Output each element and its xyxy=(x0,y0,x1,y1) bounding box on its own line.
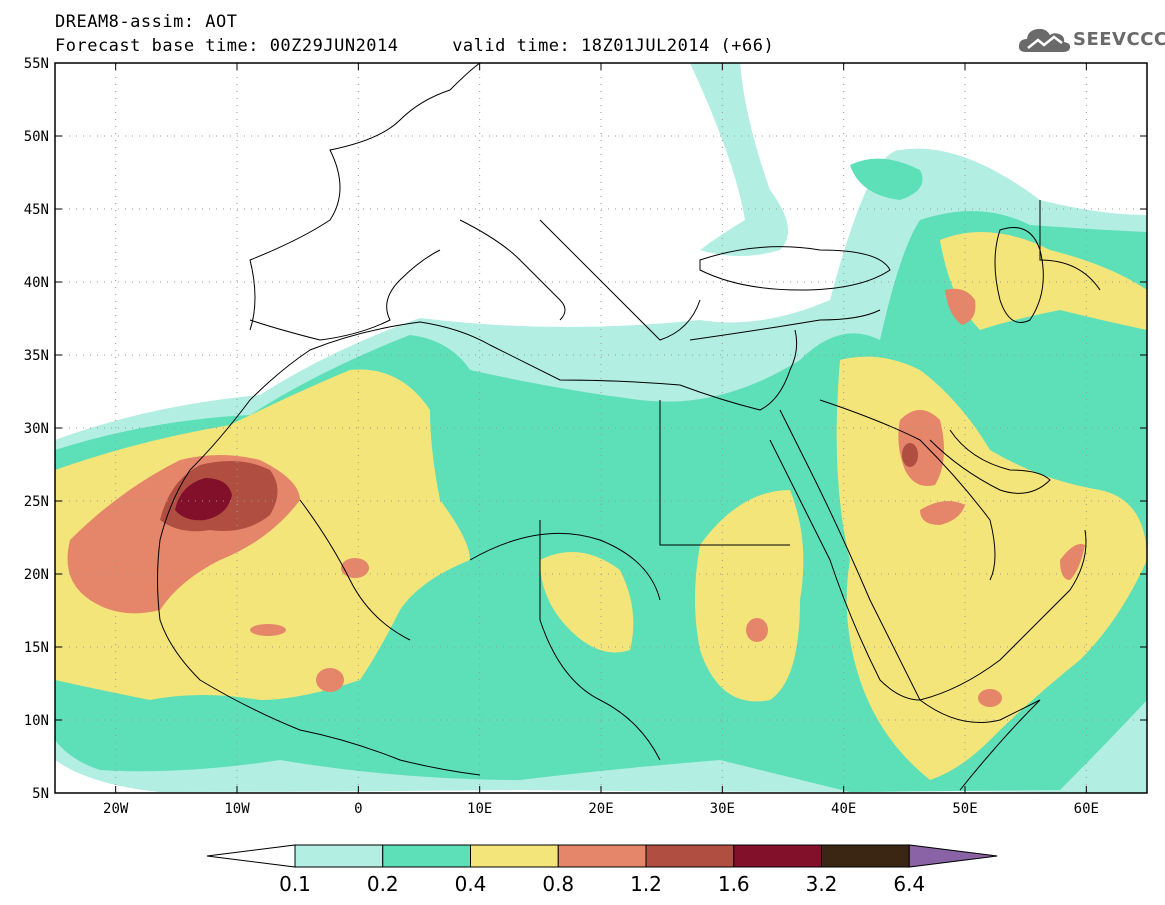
colorbar xyxy=(206,844,998,868)
lat-tick-label: 35N xyxy=(24,348,49,364)
lon-tick-label: 10E xyxy=(467,801,492,817)
lat-tick-label: 25N xyxy=(24,494,49,510)
colorbar-segment xyxy=(382,844,471,868)
colorbar-arrow-high xyxy=(908,844,998,868)
lat-tick-label: 15N xyxy=(24,640,49,656)
colorbar-level-label: 0.4 xyxy=(455,872,487,896)
colorbar-level-label: 6.4 xyxy=(893,872,925,896)
seevccc-logo: SEEVCCC xyxy=(1018,24,1165,56)
lat-tick-label: 55N xyxy=(24,56,49,72)
lon-tick-label: 50E xyxy=(952,801,977,817)
colorbar-segment xyxy=(645,844,735,868)
lon-tick-label: 30E xyxy=(710,801,735,817)
lon-tick-label: 60E xyxy=(1074,801,1099,817)
lon-tick-label: 10W xyxy=(224,801,250,817)
chart-subtitle: Forecast base time: 00Z29JUN2014 valid t… xyxy=(55,36,775,56)
aot-salmon-spot-2 xyxy=(250,624,286,636)
black-sea xyxy=(699,246,891,291)
italy-coast xyxy=(459,219,566,321)
west-africa-coast xyxy=(157,399,481,776)
aot-salmon-spot-1 xyxy=(341,558,369,578)
chart-title: DREAM8-assim: AOT xyxy=(55,12,238,32)
aot-salmon-somalia xyxy=(978,689,1002,707)
lat-tick-label: 30N xyxy=(24,421,49,437)
colorbar-level-label: 1.6 xyxy=(718,872,750,896)
border-5 xyxy=(819,399,996,581)
lat-tick-label: 5N xyxy=(32,786,49,802)
lat-labels: 55N 50N 45N 40N 35N 30N 25N 20N 15N 10N 5N xyxy=(24,56,49,802)
border-6 xyxy=(1039,200,1101,291)
lat-tick-label: 10N xyxy=(24,713,49,729)
africa-north-coast xyxy=(249,321,798,411)
colorbar-level-label: 3.2 xyxy=(806,872,838,896)
balkans-coast xyxy=(539,219,701,341)
border-3 xyxy=(659,400,790,546)
map-grid xyxy=(55,63,1147,793)
border-4 xyxy=(539,520,661,761)
lat-tick-label: 40N xyxy=(24,275,49,291)
colorbar-segment xyxy=(470,844,559,868)
colorbar-segment xyxy=(294,844,384,868)
iberia-coast xyxy=(249,249,441,341)
aot-plume-ukraine xyxy=(690,63,788,256)
horn-africa xyxy=(919,699,1041,791)
colorbar-level-label: 1.2 xyxy=(630,872,662,896)
aot-salmon-spot-4 xyxy=(746,618,768,642)
colorbar-level-label: 0.2 xyxy=(367,872,399,896)
caspian-sea xyxy=(994,227,1044,323)
lon-tick-label: 20E xyxy=(588,801,613,817)
border-1 xyxy=(299,499,411,641)
europe-coast xyxy=(249,63,481,331)
colorbar-segment xyxy=(733,844,822,868)
turkey-coast xyxy=(689,309,881,341)
aot-salmon-arabia xyxy=(920,501,965,525)
colorbar-segment xyxy=(557,844,647,868)
lon-tick-label: 40E xyxy=(831,801,856,817)
axis-ticks xyxy=(55,62,1147,794)
aot-green-caspian xyxy=(850,158,923,200)
border-2 xyxy=(469,532,661,601)
aot-darkred-iraq xyxy=(902,443,918,467)
aot-salmon-iraq xyxy=(898,410,944,486)
lat-tick-label: 45N xyxy=(24,202,49,218)
persian-gulf xyxy=(929,429,1051,494)
coastlines xyxy=(157,63,1101,791)
lon-labels: 20W 10W 0 10E 20E 30E 40E 50E 60E xyxy=(103,801,1099,817)
cloud-icon xyxy=(1018,28,1071,52)
aot-salmon-oman xyxy=(1060,544,1085,580)
arabia-coast xyxy=(919,529,1087,701)
colorbar-segment xyxy=(821,844,910,868)
logo-text: SEEVCCC xyxy=(1073,29,1165,50)
lat-tick-label: 50N xyxy=(24,129,49,145)
colorbar-level-label: 0.8 xyxy=(542,872,574,896)
colorbar-arrow-low xyxy=(206,844,296,868)
aot-yellow-libya xyxy=(540,552,634,653)
aot-yellow-sudan xyxy=(695,490,804,702)
aot-salmon-spot-3 xyxy=(316,668,344,692)
colorbar-level-label: 0.1 xyxy=(279,872,311,896)
aot-band-1.6 xyxy=(175,478,232,521)
lat-tick-label: 20N xyxy=(24,567,49,583)
lon-tick-label: 0 xyxy=(354,801,362,817)
colorbar-labels: 0.1 0.2 0.4 0.8 1.2 1.6 3.2 6.4 xyxy=(279,872,925,896)
lon-tick-label: 20W xyxy=(103,801,129,817)
aot-salmon-iran xyxy=(945,288,976,325)
